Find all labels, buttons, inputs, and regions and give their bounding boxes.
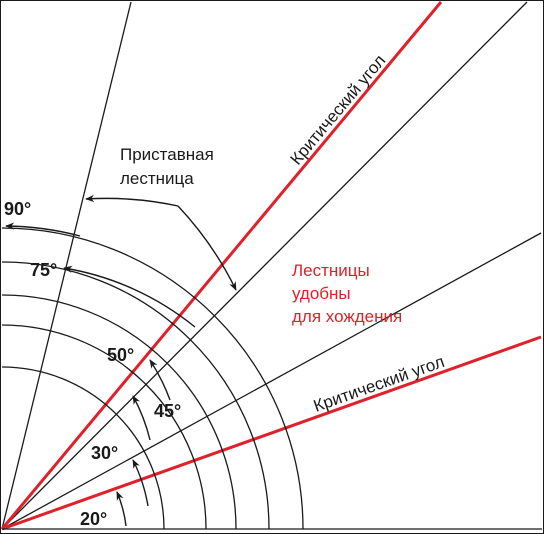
ray-29 <box>1 232 542 530</box>
comfortable-label-line1: Лестницы <box>292 261 370 280</box>
angle-label-50: 50° <box>107 345 134 365</box>
arrow-90 <box>5 222 81 237</box>
critical-angle-label-lower: Критический угол <box>311 352 447 416</box>
arc-r301 <box>1 227 304 530</box>
arc-r267 <box>1 261 270 530</box>
angle-label-90: 90° <box>4 199 31 219</box>
critical-angle-label-upper: Критический угол <box>287 51 390 168</box>
critical-ray-upper <box>0 1 443 530</box>
arrow-75 <box>63 265 196 328</box>
arrow-ladder-end <box>177 205 237 291</box>
angle-label-30: 30° <box>91 443 118 463</box>
comfortable-label-line3: для хождения <box>292 307 402 326</box>
angle-label-75: 75° <box>30 260 57 280</box>
comfortable-label-line2: удобны <box>292 284 351 303</box>
angle-label-45: 45° <box>154 401 181 421</box>
critical-ray-lower <box>1 335 542 531</box>
arrow-45 <box>132 395 151 441</box>
arrow-30 <box>132 459 149 507</box>
arc-r234 <box>1 294 237 530</box>
arrow-ladder-start <box>85 194 179 207</box>
ladder-label-line1: Приставная <box>120 145 214 164</box>
ray-45 <box>1 1 528 530</box>
arrow-20 <box>116 491 127 527</box>
arrow-50 <box>149 359 171 401</box>
arc-r162 <box>1 366 165 530</box>
ray-76 <box>1 1 132 530</box>
arc-r204 <box>1 324 207 530</box>
ladder-label-line2: лестница <box>120 169 194 188</box>
angle-label-20: 20° <box>80 509 107 529</box>
